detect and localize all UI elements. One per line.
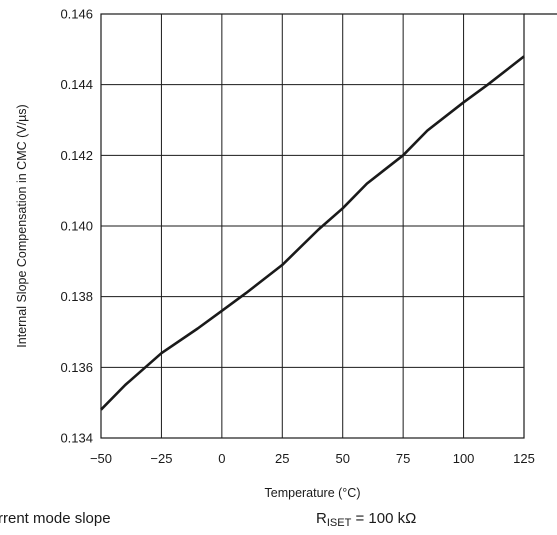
series-line: [100, 55, 525, 411]
x-tick-label: 125: [513, 451, 535, 466]
x-tick-label: 75: [396, 451, 410, 466]
y-tick-label: 0.134: [60, 431, 93, 446]
chart: −50 −25 0 25 50 75 100 125 0.134 0.136 0.138 0.140 0…: [15, 7, 557, 500]
caption-left-text: rrent mode slope: [0, 510, 111, 527]
grid: [101, 14, 524, 438]
tick-labels: −50 −25 0 25 50 75 100 125 0.134 0.136 0.138 0.140 0…: [60, 7, 534, 467]
x-tick-label: −25: [150, 451, 172, 466]
caption-subscript: ISET: [326, 517, 352, 529]
x-tick-label: 100: [453, 451, 475, 466]
y-tick-label: 0.138: [60, 289, 93, 304]
x-tick-label: −50: [90, 451, 112, 466]
caption-right-text: RISET = 100 kΩ: [316, 510, 416, 529]
y-tick-label: 0.144: [60, 77, 93, 92]
x-axis-title: Temperature (°C): [265, 486, 361, 500]
x-tick-label: 0: [218, 451, 225, 466]
y-tick-label: 0.146: [60, 7, 93, 22]
caption-symbol: R: [316, 510, 327, 527]
caption-value: = 100 kΩ: [351, 510, 417, 527]
y-axis-title: Internal Slope Compensation in CMC (V/µs…: [15, 104, 29, 347]
y-tick-label: 0.136: [60, 360, 93, 375]
y-tick-label: 0.142: [60, 148, 93, 163]
x-tick-label: 25: [275, 451, 289, 466]
x-tick-label: 50: [335, 451, 349, 466]
y-tick-label: 0.140: [60, 219, 93, 234]
